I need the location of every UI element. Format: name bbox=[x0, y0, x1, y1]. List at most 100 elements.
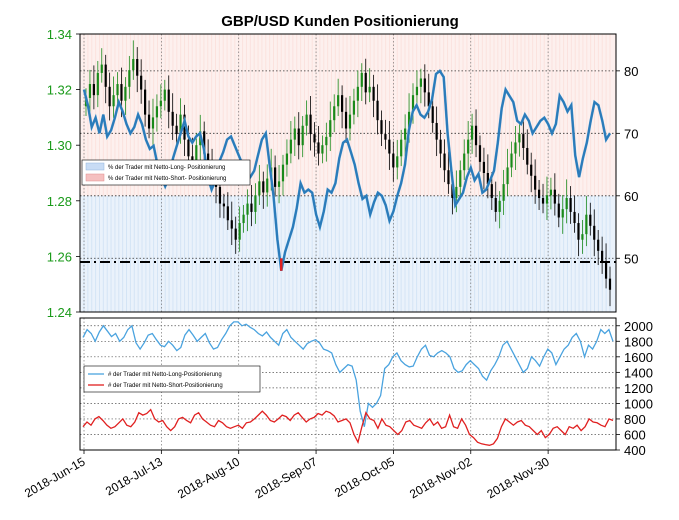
candle-body bbox=[250, 203, 253, 212]
candle-body bbox=[372, 86, 375, 101]
candle-body bbox=[234, 228, 237, 240]
candle-body bbox=[486, 173, 489, 185]
candle-body bbox=[195, 145, 198, 168]
candle-body bbox=[423, 78, 426, 93]
right-tick-label: 1600 bbox=[624, 350, 653, 365]
candle-body bbox=[112, 95, 115, 107]
candle-body bbox=[494, 198, 497, 212]
candle-body bbox=[356, 86, 359, 101]
candle-body bbox=[388, 139, 391, 154]
candle-body bbox=[474, 125, 478, 146]
legend-swatch-long bbox=[85, 162, 105, 171]
legend-label-count-long: # der Trader mit Netto-Long-Positionieru… bbox=[108, 372, 222, 378]
legend-label-short: % der Trader mit Netto-Short- Positionie… bbox=[108, 176, 226, 182]
candle-body bbox=[100, 64, 103, 73]
candle-body bbox=[329, 120, 332, 137]
candle-body bbox=[218, 186, 222, 204]
candle-body bbox=[565, 198, 568, 210]
candle-body bbox=[407, 111, 411, 129]
candle-body bbox=[293, 128, 296, 140]
candle-body bbox=[242, 214, 245, 224]
candle-body bbox=[337, 95, 340, 107]
candle-body bbox=[289, 139, 292, 154]
candle-body bbox=[467, 139, 470, 154]
candle-body bbox=[443, 153, 446, 171]
candle-body bbox=[380, 120, 383, 135]
candle-body bbox=[360, 72, 363, 87]
left-tick-label: 1.32 bbox=[47, 83, 72, 98]
candle-body bbox=[518, 134, 521, 143]
candle-body bbox=[490, 184, 493, 199]
candle-body bbox=[348, 114, 352, 129]
candle-body bbox=[459, 170, 462, 187]
candle-body bbox=[183, 114, 186, 140]
candle-body bbox=[344, 111, 348, 129]
bottom-plot-frame bbox=[79, 317, 617, 451]
candle-body bbox=[96, 72, 99, 96]
candle-body bbox=[376, 100, 379, 121]
candle-body bbox=[569, 198, 572, 212]
candle-body bbox=[604, 261, 608, 279]
candle-body bbox=[104, 64, 107, 87]
candle-body bbox=[514, 142, 517, 154]
candle-body bbox=[352, 100, 356, 115]
right-tick-label: 1800 bbox=[624, 334, 653, 349]
candle-body bbox=[266, 178, 269, 193]
top-panel: 1.24 1.26 1.28 1.30 1.32 1.34 50 60 70 80 bbox=[47, 27, 639, 320]
candle-body bbox=[171, 111, 174, 126]
candle-body bbox=[411, 95, 415, 112]
candle-body bbox=[116, 84, 119, 96]
candle-body bbox=[482, 161, 486, 173]
candle-body bbox=[325, 136, 328, 146]
left-tick-label: 1.34 bbox=[47, 27, 72, 42]
candle-body bbox=[167, 89, 170, 112]
candle-body bbox=[557, 203, 560, 218]
candle-body bbox=[305, 114, 308, 126]
series-line-long-count bbox=[82, 321, 614, 427]
candle-body bbox=[526, 147, 529, 165]
candle-body bbox=[447, 170, 450, 185]
long-zone-shading bbox=[80, 195, 616, 312]
candle-body bbox=[321, 145, 324, 154]
candle-body bbox=[222, 203, 225, 207]
candle-body bbox=[277, 181, 281, 187]
candle-body bbox=[132, 59, 135, 71]
candle-body bbox=[226, 206, 229, 221]
candle-body bbox=[585, 214, 588, 235]
candle-body bbox=[415, 86, 419, 96]
right-tick-label: 50 bbox=[624, 251, 638, 266]
candle-body bbox=[159, 100, 162, 107]
candle-body bbox=[368, 86, 371, 93]
candle-body bbox=[561, 209, 564, 218]
candle-body bbox=[301, 125, 304, 146]
candle-body bbox=[147, 114, 151, 129]
candle-body bbox=[478, 145, 482, 162]
candle-body bbox=[254, 195, 257, 212]
candle-body bbox=[396, 156, 399, 168]
candle-body bbox=[400, 139, 403, 157]
candle-body bbox=[427, 92, 430, 107]
candle-body bbox=[92, 84, 95, 96]
candle-body bbox=[88, 84, 92, 98]
candle-body bbox=[573, 211, 576, 224]
right-tick-label: 80 bbox=[624, 64, 638, 79]
candle-body bbox=[593, 225, 596, 240]
candle-body bbox=[258, 181, 261, 196]
candle-body bbox=[155, 106, 159, 118]
legend-swatch-short bbox=[85, 173, 105, 182]
left-tick-label: 1.28 bbox=[47, 194, 72, 209]
candle-body bbox=[541, 198, 545, 204]
candle-body bbox=[230, 220, 233, 229]
candle-body bbox=[124, 86, 127, 101]
right-tick-label: 1000 bbox=[624, 396, 653, 411]
right-tick-label: 800 bbox=[624, 412, 646, 427]
candle-body bbox=[340, 95, 344, 112]
candle-body bbox=[419, 78, 422, 87]
candle-body bbox=[545, 195, 549, 204]
candle-body bbox=[498, 200, 501, 212]
top-legend: % der Trader mit Netto-Long- Positionier… bbox=[81, 159, 251, 186]
candle-body bbox=[597, 239, 600, 251]
candle-body bbox=[151, 117, 155, 129]
candle-body bbox=[313, 134, 316, 143]
candle-body bbox=[577, 223, 580, 240]
